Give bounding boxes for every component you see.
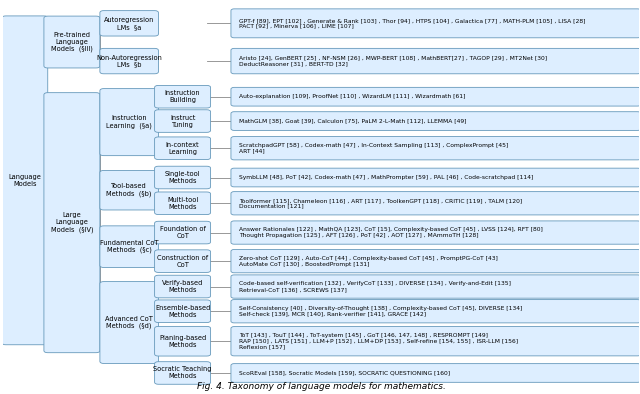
- FancyBboxPatch shape: [100, 171, 159, 210]
- FancyBboxPatch shape: [100, 48, 159, 74]
- Text: In-context
Learning: In-context Learning: [166, 142, 200, 155]
- Text: MathGLM [38], Goat [39], Calculon [75], PaLM 2-L-Math [112], LLEMMA [49]: MathGLM [38], Goat [39], Calculon [75], …: [239, 119, 466, 124]
- FancyBboxPatch shape: [231, 327, 640, 356]
- Text: Toolformer [115], Chameleon [116] , ART [117] , ToolkenGPT [118] , CRITIC [119] : Toolformer [115], Chameleon [116] , ART …: [239, 198, 522, 209]
- Text: Socratic Teaching
Methods: Socratic Teaching Methods: [154, 366, 212, 379]
- Text: Auto-explanation [109], ProofNet [110] , WizardLM [111] , Wizardmath [61]: Auto-explanation [109], ProofNet [110] ,…: [239, 94, 465, 99]
- FancyBboxPatch shape: [231, 112, 640, 130]
- Text: Code-based self-verification [132] , VerifyCoT [133] , DIVERSE [134] , Verify-an: Code-based self-verification [132] , Ver…: [239, 281, 511, 292]
- Text: Pre-trained
Language
Models  (§III): Pre-trained Language Models (§III): [51, 32, 93, 52]
- Text: Ensemble-based
Methods: Ensemble-based Methods: [155, 305, 211, 318]
- Text: Single-tool
Methods: Single-tool Methods: [164, 171, 200, 184]
- FancyBboxPatch shape: [231, 168, 640, 187]
- FancyBboxPatch shape: [231, 221, 640, 244]
- Text: Fig. 4. Taxonomy of language models for mathematics.: Fig. 4. Taxonomy of language models for …: [197, 382, 445, 391]
- Text: Fundamental CoT
Methods  (§c): Fundamental CoT Methods (§c): [100, 240, 159, 253]
- FancyBboxPatch shape: [155, 166, 211, 189]
- FancyBboxPatch shape: [231, 191, 640, 215]
- FancyBboxPatch shape: [100, 11, 159, 36]
- Text: Zero-shot CoT [129] , Auto-CoT [44] , Complexity-based CoT [45] , PromptPG-CoT [: Zero-shot CoT [129] , Auto-CoT [44] , Co…: [239, 256, 497, 266]
- Text: Self-Consistency [40] , Diversity-of-Thought [138] , Complexity-based CoT [45], : Self-Consistency [40] , Diversity-of-Tho…: [239, 306, 522, 317]
- FancyBboxPatch shape: [231, 48, 640, 74]
- Text: ToT [143] , TouT [144] , ToT-system [145] , GoT [146, 147, 148] , RESPROMPT [149: ToT [143] , TouT [144] , ToT-system [145…: [239, 333, 518, 349]
- FancyBboxPatch shape: [155, 300, 211, 323]
- FancyBboxPatch shape: [44, 16, 100, 68]
- Text: Autoregression
LMs  §a: Autoregression LMs §a: [104, 17, 154, 30]
- FancyBboxPatch shape: [231, 249, 640, 273]
- Text: Foundation of
CoT: Foundation of CoT: [159, 226, 205, 239]
- Text: Multi-tool
Methods: Multi-tool Methods: [167, 197, 198, 210]
- FancyBboxPatch shape: [155, 192, 211, 215]
- FancyBboxPatch shape: [231, 364, 640, 382]
- Text: Aristo [24], GenBERT [25] , NF-NSM [26] , MWP-BERT [108] , MathBERT[27] , TAGOP : Aristo [24], GenBERT [25] , NF-NSM [26] …: [239, 56, 547, 67]
- FancyBboxPatch shape: [155, 362, 211, 384]
- FancyBboxPatch shape: [2, 16, 48, 345]
- Text: Instruct
Tuning: Instruct Tuning: [170, 115, 195, 128]
- Text: Instruction
Learning  (§a): Instruction Learning (§a): [106, 115, 152, 129]
- FancyBboxPatch shape: [155, 137, 211, 160]
- Text: Planing-based
Methods: Planing-based Methods: [159, 335, 206, 348]
- FancyBboxPatch shape: [155, 275, 211, 298]
- Text: GPT-f [89], EPT [102] , Generate & Rank [103] , Thor [94] , HTPS [104] , Galacti: GPT-f [89], EPT [102] , Generate & Rank …: [239, 18, 585, 29]
- FancyBboxPatch shape: [155, 250, 211, 272]
- FancyBboxPatch shape: [155, 85, 211, 108]
- FancyBboxPatch shape: [155, 110, 211, 132]
- FancyBboxPatch shape: [100, 226, 159, 268]
- FancyBboxPatch shape: [155, 326, 211, 356]
- FancyBboxPatch shape: [155, 221, 211, 244]
- FancyBboxPatch shape: [44, 93, 100, 353]
- FancyBboxPatch shape: [231, 299, 640, 323]
- Text: Large
Language
Models  (§IV): Large Language Models (§IV): [51, 212, 93, 233]
- Text: SymbLLM [48], PoT [42], Codex-math [47] , MathPrompter [59] , PAL [46] , Code-sc: SymbLLM [48], PoT [42], Codex-math [47] …: [239, 175, 533, 180]
- Text: Language
Models: Language Models: [8, 174, 41, 187]
- FancyBboxPatch shape: [100, 89, 159, 156]
- Text: Non-Autoregression
LMs  §b: Non-Autoregression LMs §b: [96, 55, 162, 68]
- FancyBboxPatch shape: [100, 282, 159, 363]
- Text: ScoREval [158], Socratic Models [159], SOCRATIC QUESTIONING [160]: ScoREval [158], Socratic Models [159], S…: [239, 370, 450, 375]
- Text: Answer Rationales [122] , MathQA [123], CoT [15], Complexity-based CoT [45] , LV: Answer Rationales [122] , MathQA [123], …: [239, 227, 543, 238]
- Text: Advanced CoT
Methods  (§d): Advanced CoT Methods (§d): [105, 316, 153, 329]
- FancyBboxPatch shape: [231, 275, 640, 298]
- Text: Instruction
Building: Instruction Building: [164, 90, 200, 103]
- Text: Tool-based
Methods  (§b): Tool-based Methods (§b): [106, 184, 152, 197]
- FancyBboxPatch shape: [231, 9, 640, 38]
- Text: ScratchpadGPT [58] , Codex-math [47] , In-Context Sampling [113] , ComplexPrompt: ScratchpadGPT [58] , Codex-math [47] , I…: [239, 143, 508, 154]
- FancyBboxPatch shape: [231, 87, 640, 106]
- Text: Verify-based
Methods: Verify-based Methods: [162, 280, 204, 293]
- FancyBboxPatch shape: [231, 137, 640, 160]
- Text: Construction of
CoT: Construction of CoT: [157, 255, 208, 268]
